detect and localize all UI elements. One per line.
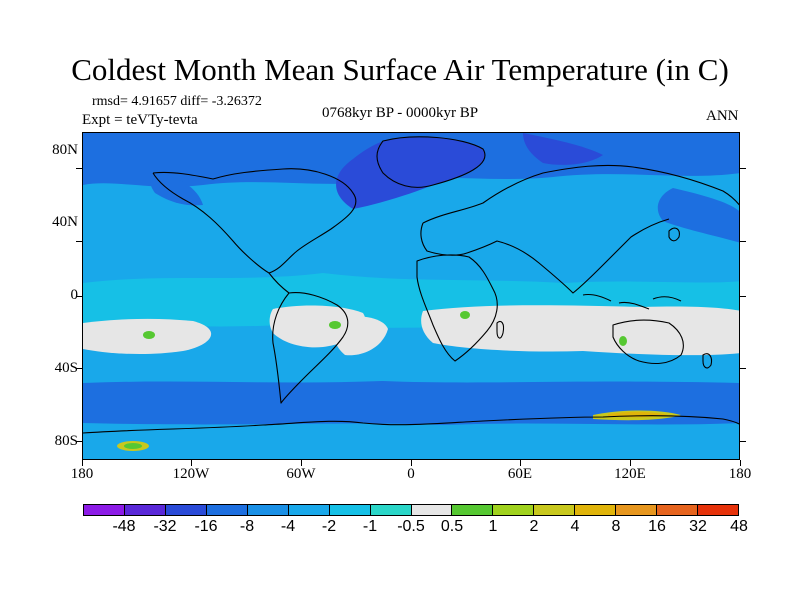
field-ne-asia-deep xyxy=(657,188,739,243)
lon-label-60e: 60E xyxy=(507,466,533,482)
colorbar-box-5 xyxy=(288,505,330,515)
coast-eurasia xyxy=(420,164,739,294)
lat-tick xyxy=(740,441,746,443)
lat-tick xyxy=(76,240,82,242)
lon-tick xyxy=(629,460,631,466)
lon-tick xyxy=(520,460,522,466)
spot-green-antarctica-west xyxy=(124,443,142,449)
colorbar-label: 0.5 xyxy=(440,518,464,535)
lon-label-0: 0 xyxy=(407,466,415,482)
temperature-anomaly-map xyxy=(83,133,739,459)
colorbar-box-11 xyxy=(534,505,576,515)
field-indian-neutral xyxy=(421,305,739,356)
colorbar-box-15 xyxy=(698,505,738,515)
lat-tick xyxy=(76,167,82,169)
colorbar-box-0 xyxy=(84,505,125,515)
lon-tick xyxy=(410,460,412,466)
lat-tick xyxy=(740,368,746,370)
colorbar-label: -8 xyxy=(239,518,255,535)
colorbar-label: -48 xyxy=(112,518,136,535)
coast-north-america xyxy=(152,168,357,274)
colorbar-label: -4 xyxy=(280,518,296,535)
coast-madagascar xyxy=(496,320,505,339)
spot-green-s-pacific xyxy=(143,331,155,339)
field-greenland-dark xyxy=(336,136,485,209)
coast-antarctica xyxy=(83,415,739,434)
lon-label-120w: 120W xyxy=(172,466,210,482)
lon-label-180w: 180 xyxy=(70,466,94,482)
spot-green-africa xyxy=(460,311,470,319)
field-southern-ocean xyxy=(83,381,739,425)
lon-label-60w: 60W xyxy=(286,466,316,482)
colorbar-label: -32 xyxy=(153,518,177,535)
colorbar-box-6 xyxy=(329,505,371,515)
colorbar-box-2 xyxy=(165,505,207,515)
field-siberia-dark xyxy=(523,133,603,165)
spot-green-s-america xyxy=(329,321,341,329)
coast-australia xyxy=(612,319,684,365)
coast-central-america xyxy=(268,272,290,294)
field-s-atlantic-neutral xyxy=(332,316,388,356)
colorbar-box-9 xyxy=(452,505,494,515)
colorbar-label: 16 xyxy=(648,518,666,535)
lon-tick xyxy=(81,460,83,466)
coast-new-zealand xyxy=(702,353,713,369)
colorbar-label: 8 xyxy=(611,518,621,535)
lon-label-120e: 120E xyxy=(614,466,646,482)
lat-tick xyxy=(740,240,746,242)
period-label: 0768kyr BP - 0000kyr BP xyxy=(322,105,479,121)
map-panel xyxy=(82,132,740,460)
coastlines xyxy=(83,136,739,434)
lon-tick xyxy=(191,460,193,466)
spot-green-australia xyxy=(619,336,627,346)
lat-tick xyxy=(76,295,82,297)
field-alaska-deep xyxy=(150,173,203,206)
colorbar-label: -16 xyxy=(194,518,218,535)
colorbar-box-3 xyxy=(206,505,248,515)
colorbar-box-13 xyxy=(616,505,658,515)
lat-label-80s: 80S xyxy=(54,433,78,449)
lat-tick xyxy=(740,167,746,169)
lat-tick xyxy=(76,368,82,370)
colorbar xyxy=(83,504,739,516)
coast-south-america xyxy=(272,292,349,404)
colorbar-box-10 xyxy=(493,505,535,515)
colorbar-box-12 xyxy=(575,505,617,515)
colorbar-box-4 xyxy=(247,505,289,515)
coast-japan xyxy=(668,227,680,242)
colorbar-box-14 xyxy=(657,505,699,515)
lat-label-40s: 40S xyxy=(54,360,78,376)
colorbar-label: 2 xyxy=(529,518,539,535)
colorbar-box-7 xyxy=(370,505,412,515)
coast-africa xyxy=(416,254,498,362)
stats-text: rmsd= 4.91657 diff= -3.26372 xyxy=(92,94,262,109)
season-label: ANN xyxy=(706,108,739,124)
colorbar-label: 32 xyxy=(689,518,707,535)
coast-indonesia xyxy=(582,293,682,310)
lat-label-eq: 0 xyxy=(70,287,79,303)
lon-label-180e: 180 xyxy=(728,466,752,482)
experiment-label: Expt = teVTy-tevta xyxy=(82,112,198,128)
colorbar-label: 4 xyxy=(570,518,580,535)
lat-label-80n: 80N xyxy=(52,142,78,158)
lon-tick xyxy=(739,460,741,466)
colorbar-label: 1 xyxy=(488,518,498,535)
colorbar-label: -2 xyxy=(321,518,337,535)
colorbar-box-8 xyxy=(411,505,453,515)
lon-tick xyxy=(300,460,302,466)
colorbar-label: -0.5 xyxy=(397,518,425,535)
colorbar-box-1 xyxy=(124,505,166,515)
figure-title: Coldest Month Mean Surface Air Temperatu… xyxy=(71,52,729,87)
colorbar-label: -1 xyxy=(362,518,378,535)
lat-label-40n: 40N xyxy=(52,214,78,230)
lat-tick xyxy=(740,295,746,297)
coast-greenland xyxy=(376,136,486,188)
lat-tick xyxy=(76,441,82,443)
colorbar-label: 48 xyxy=(730,518,748,535)
